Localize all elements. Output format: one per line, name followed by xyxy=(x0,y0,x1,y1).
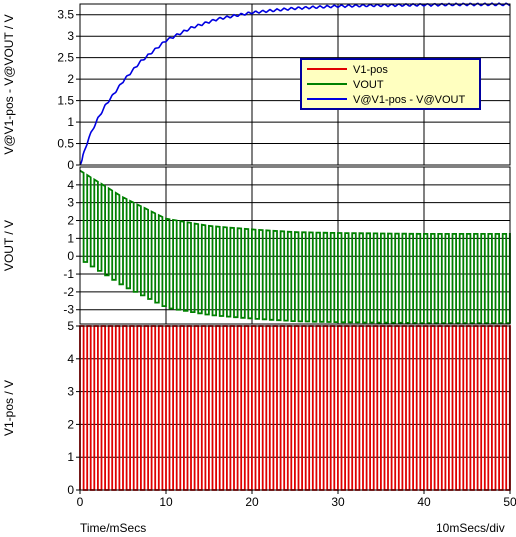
y-tick-label: 1 xyxy=(67,450,74,464)
y-tick-label: 0 xyxy=(67,483,74,497)
x-tick-label: 40 xyxy=(417,495,431,509)
plot-frame xyxy=(79,325,511,491)
y-tick-label: 3 xyxy=(67,385,74,399)
y-tick-label: 2 xyxy=(67,72,74,86)
y-axis-label: V@V1-pos - V@VOUT / V xyxy=(2,14,16,154)
legend-entry-label: V@V1-pos - V@VOUT xyxy=(353,94,465,106)
y-tick-label: 3.5 xyxy=(57,8,74,22)
y-tick-label: -2 xyxy=(63,285,74,299)
y-tick-label: 4 xyxy=(67,352,74,366)
x-axis-label: Time/mSecs xyxy=(80,521,147,535)
y-axis-label: V1-pos / V xyxy=(2,380,16,436)
series-line-v1-pos xyxy=(79,325,511,491)
x-tick-label: 20 xyxy=(245,495,259,509)
y-tick-label: 0.5 xyxy=(57,137,74,151)
plot-frame xyxy=(79,3,511,166)
series-line-v-v1-pos-v-vout xyxy=(79,2,511,166)
y-tick-label: 1 xyxy=(67,115,74,129)
y-tick-label: 0 xyxy=(67,158,74,172)
legend-entry-label: V1-pos xyxy=(353,64,388,76)
series-line-vout xyxy=(79,169,511,324)
y-axis-label: VOUT / V xyxy=(2,220,16,271)
y-tick-label: 5 xyxy=(67,319,74,333)
y-tick-label: 1 xyxy=(67,231,74,245)
y-tick-label: -1 xyxy=(63,267,74,281)
legend-entry-label: VOUT xyxy=(353,79,384,91)
y-tick-label: 4 xyxy=(67,178,74,192)
y-tick-label: 3 xyxy=(67,29,74,43)
plot-frame xyxy=(79,166,511,325)
y-tick-label: 2.5 xyxy=(57,51,74,65)
y-tick-label: -3 xyxy=(63,303,74,317)
x-tick-label: 0 xyxy=(77,495,84,509)
y-tick-label: 2 xyxy=(67,417,74,431)
x-tick-label: 30 xyxy=(331,495,345,509)
y-tick-label: 1.5 xyxy=(57,94,74,108)
y-tick-label: 0 xyxy=(67,249,74,263)
x-tick-label: 10 xyxy=(159,495,173,509)
time-scale-label: 10mSecs/div xyxy=(436,521,505,535)
y-tick-label: 2 xyxy=(67,214,74,228)
x-tick-label: 50 xyxy=(503,495,516,509)
y-tick-label: 3 xyxy=(67,196,74,210)
